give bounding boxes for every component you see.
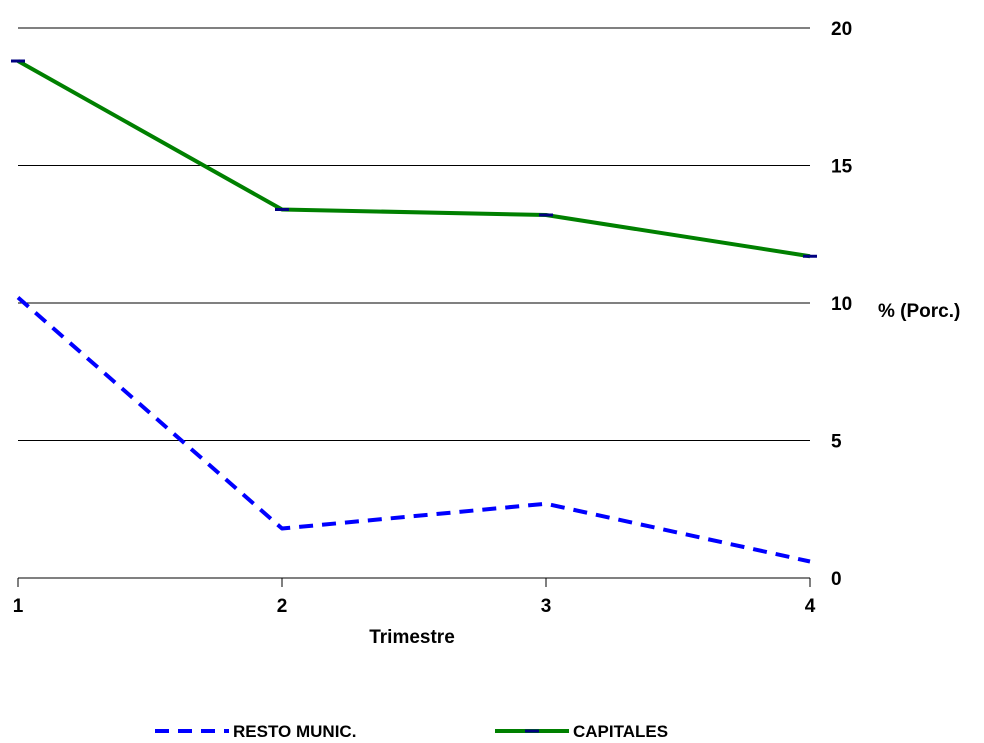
x-axis: 1 2 3 4 (13, 578, 816, 617)
y-tick-label-15: 15 (831, 157, 853, 178)
y-tick-label-5: 5 (831, 432, 842, 453)
y-axis-title: % (Porc.) (878, 301, 960, 322)
x-tick-label-4: 4 (805, 596, 816, 617)
series-line-resto-munic (16, 295, 811, 564)
y-tick-label-20: 20 (831, 19, 852, 40)
x-tick-label-3: 3 (541, 596, 552, 617)
x-tick-label-1: 1 (13, 596, 24, 617)
legend: RESTO MUNIC. CAPITALES (155, 722, 668, 741)
series-lines (11, 59, 817, 564)
series-line-capitales (17, 59, 811, 259)
x-axis-title: Trimestre (369, 627, 455, 648)
y-tick-label-0: 0 (831, 569, 842, 590)
y-tick-label-10: 10 (831, 294, 852, 315)
x-tick-label-2: 2 (277, 596, 288, 617)
y-axis: 0 5 10 15 20 (831, 19, 853, 590)
legend-label-resto-munic: RESTO MUNIC. (233, 722, 356, 741)
legend-label-capitales: CAPITALES (573, 722, 668, 741)
grid-lines (18, 27, 810, 579)
